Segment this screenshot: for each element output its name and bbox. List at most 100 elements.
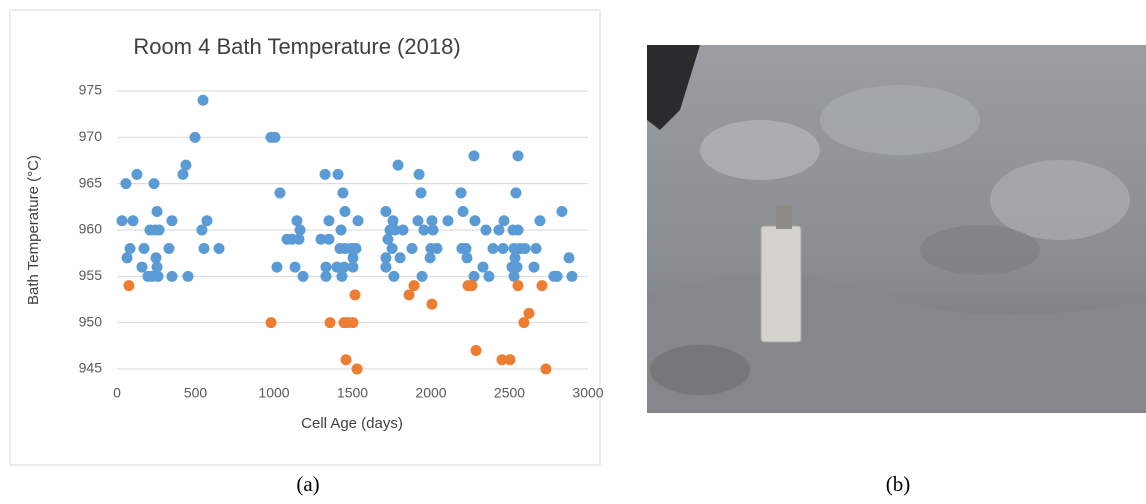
point	[289, 261, 301, 273]
y-tick-label: 960	[79, 221, 103, 237]
point	[274, 187, 286, 199]
point	[151, 205, 163, 217]
y-tick-label: 970	[79, 128, 103, 144]
point	[511, 261, 523, 273]
point	[509, 252, 521, 264]
x-tick-label: 2000	[415, 385, 446, 401]
photo	[647, 45, 1146, 413]
point	[337, 187, 349, 199]
point	[455, 187, 467, 199]
point	[512, 224, 524, 236]
point	[320, 261, 332, 273]
y-tick-label: 955	[79, 267, 103, 283]
point	[297, 270, 309, 282]
point	[412, 215, 424, 227]
y-tick-label: 945	[79, 360, 103, 376]
point	[415, 187, 427, 199]
point	[291, 215, 303, 227]
point	[124, 243, 136, 255]
point	[339, 205, 351, 217]
point	[166, 215, 178, 227]
x-axis-label: Cell Age (days)	[301, 415, 403, 432]
point	[380, 205, 392, 217]
point	[540, 363, 552, 375]
point	[269, 131, 281, 143]
point	[386, 243, 398, 255]
point	[136, 261, 148, 273]
point	[510, 187, 522, 199]
x-tick-label: 3000	[572, 385, 603, 401]
point	[347, 317, 359, 329]
point	[347, 261, 359, 273]
point	[536, 280, 548, 292]
point	[180, 159, 192, 171]
point	[457, 205, 469, 217]
point	[469, 215, 481, 227]
point	[315, 233, 327, 245]
point	[483, 270, 495, 282]
point	[213, 243, 225, 255]
point	[151, 261, 163, 273]
point	[123, 280, 135, 292]
point	[468, 270, 480, 282]
point	[196, 224, 208, 236]
point	[497, 243, 509, 255]
point	[177, 168, 189, 180]
plot-area: 945 950 955 960 965 970 975 0 500 1000 1500 2000 250…	[79, 82, 604, 401]
x-tick-label: 1500	[337, 385, 368, 401]
point	[323, 215, 335, 227]
point	[294, 224, 306, 236]
point	[166, 270, 178, 282]
point	[348, 243, 360, 255]
point	[512, 150, 524, 162]
point	[426, 215, 438, 227]
point	[380, 252, 392, 264]
x-tick-label: 2500	[494, 385, 525, 401]
point	[431, 243, 443, 255]
point	[265, 317, 277, 329]
point	[382, 233, 394, 245]
x-tick-label: 1000	[258, 385, 289, 401]
point	[551, 270, 563, 282]
point	[201, 215, 213, 227]
point	[408, 280, 420, 292]
caption: (b)	[886, 472, 911, 496]
point	[519, 243, 531, 255]
point	[480, 224, 492, 236]
point	[152, 270, 164, 282]
point	[461, 252, 473, 264]
point	[504, 354, 516, 366]
point	[338, 261, 350, 273]
point	[470, 344, 482, 356]
point	[413, 168, 425, 180]
point	[418, 224, 430, 236]
point	[189, 131, 201, 143]
point	[512, 280, 524, 292]
point	[271, 261, 283, 273]
point	[518, 317, 530, 329]
point	[424, 252, 436, 264]
point	[320, 270, 332, 282]
point	[116, 215, 128, 227]
point	[556, 205, 568, 217]
point	[323, 233, 335, 245]
point	[340, 354, 352, 366]
point	[403, 289, 415, 301]
point	[523, 307, 535, 319]
y-tick-label: 975	[79, 82, 103, 98]
point	[427, 224, 439, 236]
point	[493, 224, 505, 236]
x-tick-label: 0	[113, 385, 121, 401]
caption: (a)	[296, 472, 319, 496]
point	[487, 243, 499, 255]
point	[380, 261, 392, 273]
point	[138, 243, 150, 255]
point	[496, 354, 508, 366]
chart-frame	[9, 9, 601, 466]
point	[406, 243, 418, 255]
point	[335, 224, 347, 236]
point	[389, 224, 401, 236]
y-axis-label: Bath Temperature (°C)	[25, 155, 42, 305]
point	[426, 298, 438, 310]
point	[468, 150, 480, 162]
